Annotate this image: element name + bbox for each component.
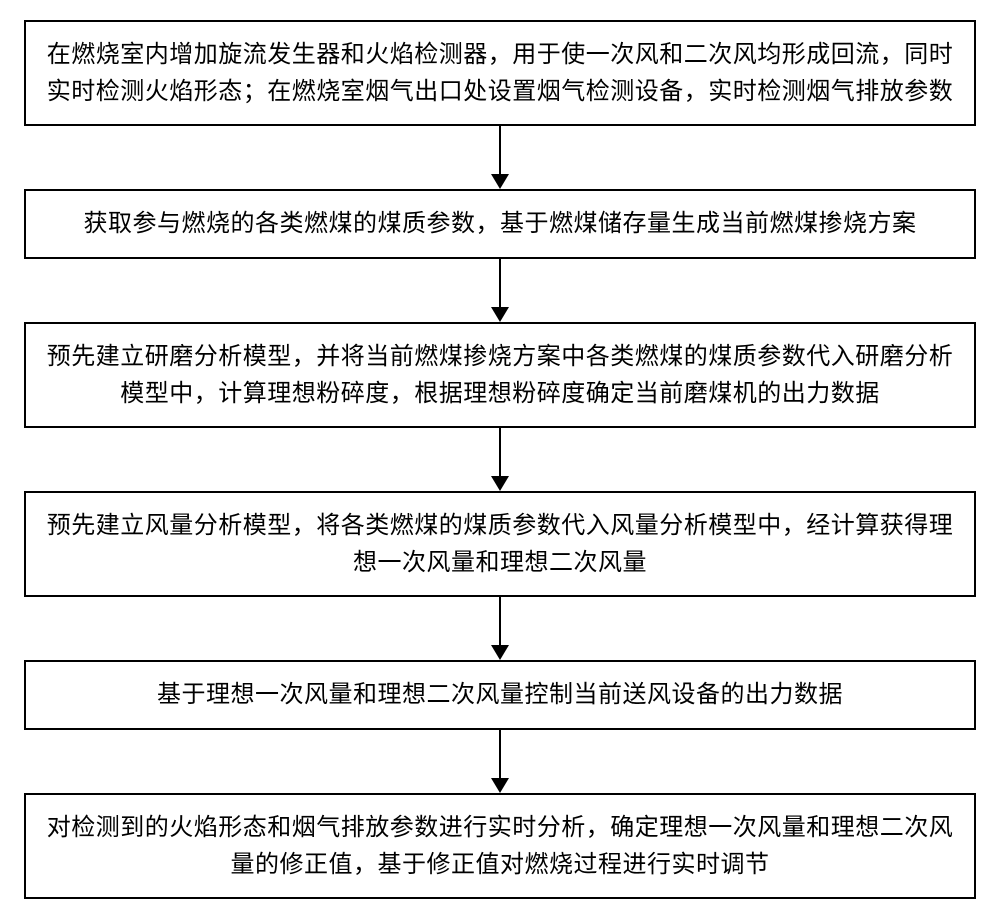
arrow-head-icon xyxy=(491,307,509,322)
flow-arrow xyxy=(491,126,509,189)
arrow-shaft xyxy=(499,730,502,778)
flow-node-n1: 在燃烧室内增加旋流发生器和火焰检测器，用于使一次风和二次风均形成回流，同时实时检… xyxy=(24,20,976,126)
flow-node-n4: 预先建立风量分析模型，将各类燃煤的煤质参数代入风量分析模型中，经计算获得理想一次… xyxy=(24,491,976,597)
flow-arrow xyxy=(491,428,509,491)
arrow-shaft xyxy=(499,597,502,645)
arrow-head-icon xyxy=(491,476,509,491)
flow-node-text: 预先建立风量分析模型，将各类燃煤的煤质参数代入风量分析模型中，经计算获得理想一次… xyxy=(44,507,956,581)
flow-node-n2: 获取参与燃烧的各类燃煤的煤质参数，基于燃煤储存量生成当前燃煤掺烧方案 xyxy=(24,189,976,258)
flow-node-text: 在燃烧室内增加旋流发生器和火焰检测器，用于使一次风和二次风均形成回流，同时实时检… xyxy=(44,36,956,110)
arrow-shaft xyxy=(499,428,502,476)
flow-node-text: 对检测到的火焰形态和烟气排放参数进行实时分析，确定理想一次风量和理想二次风量的修… xyxy=(44,809,956,883)
flowchart-container: 在燃烧室内增加旋流发生器和火焰检测器，用于使一次风和二次风均形成回流，同时实时检… xyxy=(0,0,1000,919)
arrow-head-icon xyxy=(491,174,509,189)
flow-node-n6: 对检测到的火焰形态和烟气排放参数进行实时分析，确定理想一次风量和理想二次风量的修… xyxy=(24,793,976,899)
flow-node-text: 基于理想一次风量和理想二次风量控制当前送风设备的出力数据 xyxy=(44,676,956,713)
arrow-head-icon xyxy=(491,778,509,793)
flow-arrow xyxy=(491,730,509,793)
arrow-shaft xyxy=(499,126,502,174)
flow-node-text: 预先建立研磨分析模型，并将当前燃煤掺烧方案中各类燃煤的煤质参数代入研磨分析模型中… xyxy=(44,338,956,412)
arrow-head-icon xyxy=(491,645,509,660)
flow-arrow xyxy=(491,259,509,322)
flow-node-n5: 基于理想一次风量和理想二次风量控制当前送风设备的出力数据 xyxy=(24,660,976,729)
arrow-shaft xyxy=(499,259,502,307)
flow-arrow xyxy=(491,597,509,660)
flow-node-n3: 预先建立研磨分析模型，并将当前燃煤掺烧方案中各类燃煤的煤质参数代入研磨分析模型中… xyxy=(24,322,976,428)
flow-node-text: 获取参与燃烧的各类燃煤的煤质参数，基于燃煤储存量生成当前燃煤掺烧方案 xyxy=(44,205,956,242)
